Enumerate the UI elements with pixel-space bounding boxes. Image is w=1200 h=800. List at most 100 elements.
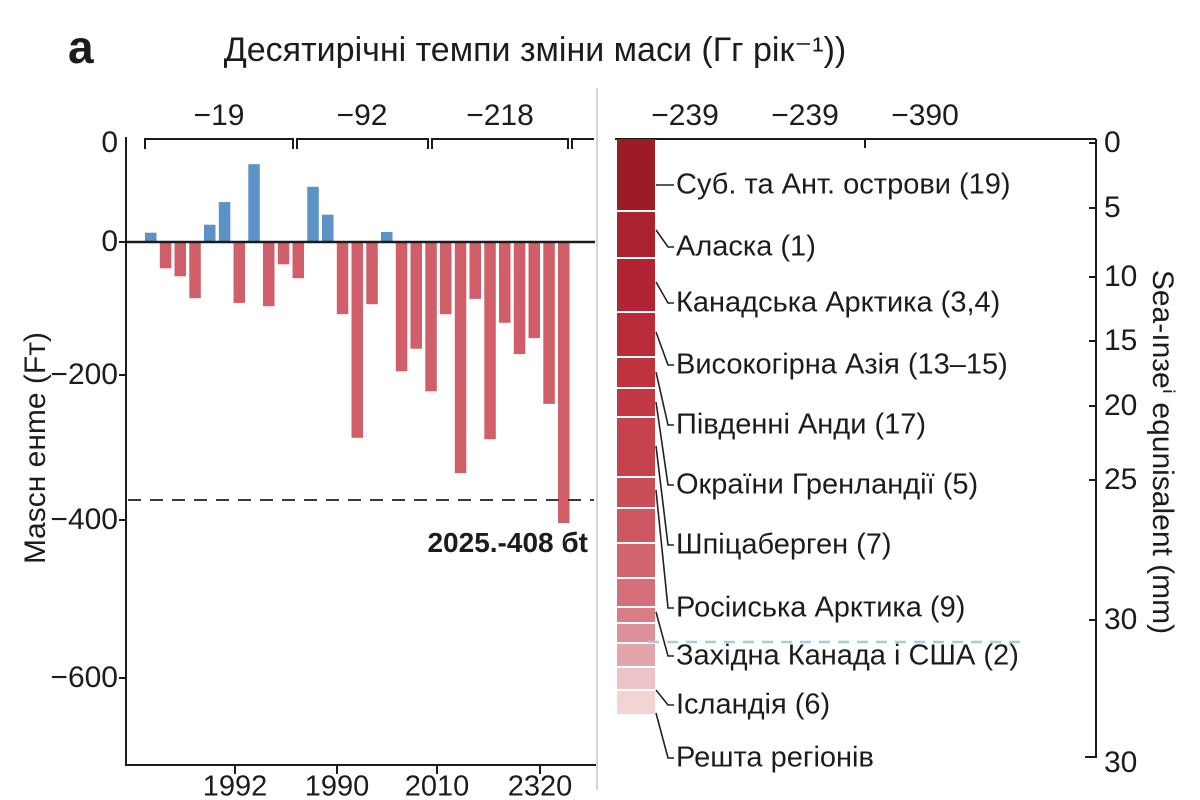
mass-change-bar	[499, 243, 511, 323]
mass-change-bar	[189, 243, 201, 299]
region-connector	[655, 611, 674, 657]
mass-change-bar	[218, 202, 231, 242]
right-tick-label: 25	[1104, 463, 1138, 496]
right-y-axis-title: Sea-ınзeⁱ equnisalent (mm)	[1146, 269, 1179, 635]
decade-rate-label: −390	[891, 99, 959, 132]
region-label: Суб. та Ант. острови (19)	[676, 168, 1011, 201]
stacked-segment	[617, 418, 655, 476]
mass-change-bar	[513, 243, 526, 355]
region-label: Південні Анди (17)	[676, 408, 927, 441]
region-label: Високогірна Азія (13–15)	[676, 348, 1008, 381]
y-tick-label: 0	[101, 225, 118, 258]
mass-change-bar	[336, 243, 349, 315]
mass-change-bar	[381, 232, 393, 242]
y-tick-label: 0	[101, 126, 118, 159]
x-tick-label: 2320	[507, 770, 573, 800]
region-label: Решта регіонів	[676, 741, 874, 774]
region-label: Окраїни Гренландії (5)	[676, 468, 979, 501]
mass-change-bar	[410, 243, 422, 349]
region-label: Шпіцаберген (7)	[676, 528, 892, 561]
x-tick-label: 2010	[404, 770, 470, 800]
mass-change-bar	[469, 243, 481, 299]
mass-change-bar	[307, 186, 319, 242]
x-tick-label: 1992	[202, 770, 268, 800]
left-axes-spine	[125, 137, 596, 766]
left-y-axis-title: Mascн енme (Fт)	[19, 332, 52, 564]
stacked-segment	[617, 691, 655, 714]
region-connector	[655, 489, 674, 609]
mass-change-bar	[204, 224, 216, 242]
decade-bracket	[144, 138, 294, 149]
region-connector	[655, 445, 674, 546]
decade-rate-label: −92	[336, 99, 388, 132]
stacked-segment	[617, 608, 655, 622]
right-tick-label: 10	[1104, 260, 1138, 293]
mass-change-bar	[322, 214, 334, 242]
region-connector	[655, 331, 674, 366]
mass-change-bar	[528, 243, 540, 339]
mass-change-bar	[366, 243, 378, 305]
region-label: Канадська Арктика (3,4)	[676, 286, 1001, 319]
mass-change-bar	[174, 243, 186, 277]
decade-bracket	[296, 138, 429, 149]
x-tick-label: 1990	[304, 770, 370, 800]
mass-change-bar	[263, 243, 275, 307]
decade-bracket	[571, 138, 594, 149]
mass-change-bar	[159, 243, 172, 269]
right-tick-label: 0	[1104, 126, 1121, 159]
right-tick-label: 30	[1104, 603, 1138, 636]
mass-change-bar	[543, 243, 555, 404]
stacked-segment	[617, 212, 655, 257]
right-tick-label: 20	[1104, 389, 1138, 422]
region-connector	[655, 401, 674, 486]
mass-change-bar	[233, 243, 245, 303]
y-tick-label: −400	[50, 503, 118, 536]
decade-rate-label: −239	[651, 99, 719, 132]
mass-change-bar	[277, 243, 290, 265]
stacked-segment	[617, 644, 655, 666]
right-axis-spine	[1085, 139, 1097, 758]
region-label: Ісландія (6)	[676, 688, 831, 721]
decade-rate-label: −19	[193, 99, 245, 132]
region-connector	[655, 229, 674, 248]
decade-rate-label: −239	[771, 99, 839, 132]
y-tick-label: −600	[50, 661, 118, 694]
mass-change-bar	[351, 243, 363, 438]
stacked-segment	[617, 389, 655, 416]
mass-change-bar	[454, 243, 467, 474]
y-tick-label: −200	[50, 358, 118, 391]
region-connector	[655, 281, 674, 304]
mass-change-bar	[145, 232, 157, 242]
right-tick-label: 30	[1104, 746, 1138, 779]
stacked-segment	[617, 478, 655, 507]
mass-change-bar	[425, 243, 437, 392]
region-label: Західна Канада і США (2)	[676, 639, 1019, 672]
stacked-segment	[617, 544, 655, 577]
chart-title: Десятирічні темпи зміни маси (Гг рік⁻¹))	[223, 31, 847, 69]
right-tick-label: 5	[1104, 191, 1121, 224]
decade-bracket	[431, 138, 569, 149]
mass-change-bar	[558, 243, 570, 523]
region-label: Росіиська Арктика (9)	[676, 591, 966, 624]
stacked-segment	[617, 259, 655, 311]
stacked-segment	[617, 624, 655, 642]
mass-change-bar	[248, 164, 260, 242]
region-connector	[655, 689, 674, 706]
mass-change-bar	[440, 243, 452, 315]
stacked-segment	[617, 313, 655, 356]
stacked-segment	[617, 579, 655, 606]
mass-change-bar	[292, 243, 304, 279]
mass-change-bar	[395, 243, 408, 372]
mass-change-bar	[484, 243, 496, 440]
right-tick-label: 15	[1104, 324, 1138, 357]
annotation-2025: 2025.-408 бt	[427, 527, 588, 558]
region-connector	[655, 712, 674, 759]
stacked-segment	[617, 509, 655, 542]
panel-label: a	[68, 21, 94, 73]
stacked-segment	[617, 358, 655, 387]
decade-rate-label: −218	[466, 99, 534, 132]
stacked-segment	[617, 668, 655, 689]
region-label: Аласка (1)	[676, 230, 816, 263]
